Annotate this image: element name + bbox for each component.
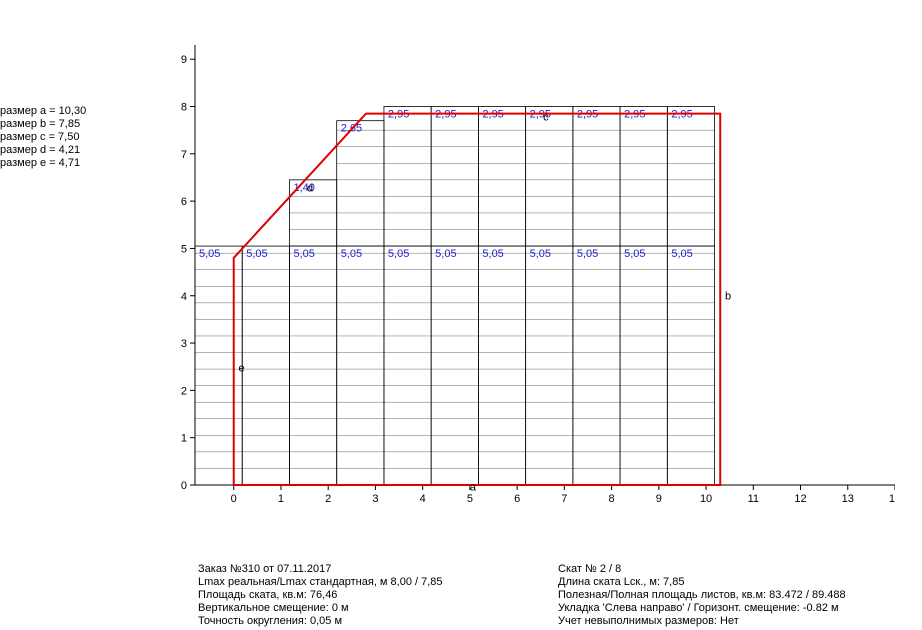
edge-label-c: c <box>543 112 549 124</box>
sheet-label: 5,05 <box>482 248 503 260</box>
sheet <box>289 246 336 485</box>
x-tick-label: 3 <box>372 493 378 505</box>
y-tick-label: 8 <box>181 102 187 114</box>
sheet <box>431 246 478 485</box>
footer: Заказ №310 от 07.11.2017 Lmax реальная/L… <box>198 563 846 628</box>
sheet <box>431 107 478 247</box>
sheet <box>478 246 525 485</box>
sheet <box>195 246 242 485</box>
sheet <box>242 246 289 485</box>
footer-l3: Вертикальное смещение: 0 м <box>198 602 558 615</box>
x-tick-label: 7 <box>561 493 567 505</box>
footer-r2: Полезная/Полная площадь листов, кв.м: 83… <box>558 589 846 602</box>
sheet-label: 5,05 <box>624 248 645 260</box>
dim-e: размер e = 4,71 <box>0 157 86 170</box>
footer-r4: Учет невыполнимых размеров: Нет <box>558 615 846 628</box>
sheet <box>620 246 667 485</box>
x-tick-label: 5 <box>467 493 473 505</box>
edge-label-b: b <box>725 291 731 303</box>
sheet <box>667 246 714 485</box>
footer-r1: Длина ската Lск., м: 7,85 <box>558 576 846 589</box>
x-tick-label: 10 <box>700 493 712 505</box>
y-tick-label: 5 <box>181 243 187 255</box>
sheet <box>384 107 431 247</box>
footer-right: Скат № 2 / 8 Длина ската Lск., м: 7,85 П… <box>558 563 846 628</box>
sheet-label: 5,05 <box>671 248 692 260</box>
y-tick-label: 3 <box>181 338 187 350</box>
sheet-label: 5,05 <box>530 248 551 260</box>
y-tick-label: 0 <box>181 480 187 492</box>
footer-l1: Lmax реальная/Lmax стандартная, м 8,00 /… <box>198 576 558 589</box>
sheet <box>667 107 714 247</box>
dim-d: размер d = 4,21 <box>0 144 86 157</box>
dim-a: размер a = 10,30 <box>0 105 86 118</box>
edge-label-e: e <box>238 362 244 374</box>
x-tick-label: 2 <box>325 493 331 505</box>
footer-l0: Заказ №310 от 07.11.2017 <box>198 563 558 576</box>
dim-b: размер b = 7,85 <box>0 118 86 131</box>
dimensions-list: размер a = 10,30 размер b = 7,85 размер … <box>0 105 86 170</box>
plot-area: 0123456789101112131401234567895,055,055,… <box>175 45 895 515</box>
sheet <box>573 107 620 247</box>
sheet-label: 5,05 <box>435 248 456 260</box>
edge-label-a: a <box>470 482 477 494</box>
sheet-label: 5,05 <box>293 248 314 260</box>
x-tick-label: 9 <box>656 493 662 505</box>
x-tick-label: 14 <box>889 493 895 505</box>
footer-l4: Точность округления: 0,05 м <box>198 615 558 628</box>
sheet <box>620 107 667 247</box>
footer-r0: Скат № 2 / 8 <box>558 563 846 576</box>
sheet <box>337 121 384 246</box>
y-tick-label: 4 <box>181 291 187 303</box>
x-tick-label: 1 <box>278 493 284 505</box>
sheet <box>526 107 573 247</box>
x-tick-label: 8 <box>609 493 615 505</box>
footer-l2: Площадь ската, кв.м: 76,46 <box>198 589 558 602</box>
sheet <box>337 246 384 485</box>
y-tick-label: 6 <box>181 196 187 208</box>
y-tick-label: 2 <box>181 385 187 397</box>
footer-left: Заказ №310 от 07.11.2017 Lmax реальная/L… <box>198 563 558 628</box>
sheet <box>526 246 573 485</box>
sheet-label: 5,05 <box>341 248 362 260</box>
sheet <box>384 246 431 485</box>
plot-svg: 0123456789101112131401234567895,055,055,… <box>175 45 895 515</box>
y-tick-label: 1 <box>181 433 187 445</box>
x-tick-label: 6 <box>514 493 520 505</box>
edge-label-d: d <box>307 183 313 195</box>
sheet <box>478 107 525 247</box>
roof-outline <box>234 114 721 485</box>
x-tick-label: 11 <box>748 493 759 505</box>
x-tick-label: 13 <box>842 493 854 505</box>
sheet-label: 5,05 <box>199 248 220 260</box>
y-tick-label: 9 <box>181 54 187 66</box>
x-tick-label: 12 <box>794 493 806 505</box>
footer-r3: Укладка 'Слева направо' / Горизонт. смещ… <box>558 602 846 615</box>
x-tick-label: 4 <box>420 493 426 505</box>
sheet-label: 5,05 <box>246 248 267 260</box>
y-tick-label: 7 <box>181 149 187 161</box>
sheet <box>573 246 620 485</box>
sheet-label: 5,05 <box>388 248 409 260</box>
sheet-label: 5,05 <box>577 248 598 260</box>
x-tick-label: 0 <box>231 493 237 505</box>
dim-c: размер c = 7,50 <box>0 131 86 144</box>
